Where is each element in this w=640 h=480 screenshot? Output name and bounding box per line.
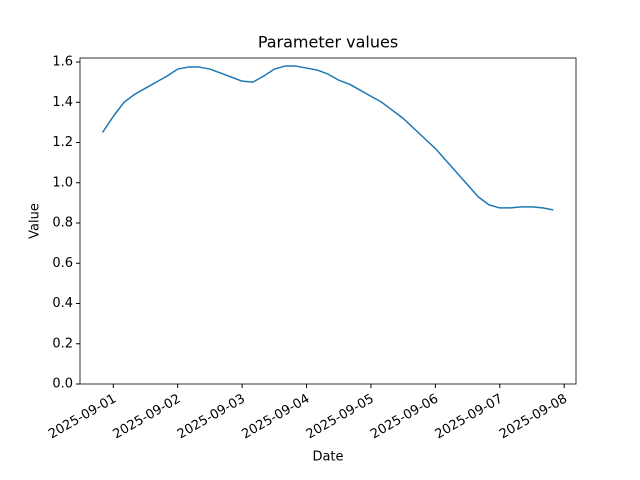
y-tick-label: 0.6 xyxy=(52,256,73,271)
x-tick-label: 2025-09-08 xyxy=(497,392,570,443)
y-tick-label: 0.0 xyxy=(52,377,73,392)
x-tick-label: 2025-09-06 xyxy=(368,392,441,443)
chart-title: Parameter values xyxy=(258,33,398,52)
y-axis-label: Value xyxy=(28,203,43,239)
x-tick-label: 2025-09-01 xyxy=(46,392,119,443)
y-tick-label: 1.4 xyxy=(52,95,73,110)
x-tick-label: 2025-09-05 xyxy=(304,392,377,443)
y-tick-label: 1.6 xyxy=(52,55,73,70)
y-tick-label: 0.8 xyxy=(52,216,73,231)
y-tick-label: 1.0 xyxy=(52,175,73,190)
x-tick-label: 2025-09-03 xyxy=(175,392,248,443)
plot-frame xyxy=(79,57,577,385)
y-tick-label: 0.2 xyxy=(52,336,73,351)
x-tick-label: 2025-09-02 xyxy=(111,392,184,443)
data-line xyxy=(101,65,554,211)
y-tick-label: 0.4 xyxy=(52,296,73,311)
x-axis-label: Date xyxy=(312,450,343,465)
x-tick-label: 2025-09-07 xyxy=(433,392,506,443)
x-tick-label: 2025-09-04 xyxy=(239,392,312,443)
y-tick-label: 1.2 xyxy=(52,135,73,150)
